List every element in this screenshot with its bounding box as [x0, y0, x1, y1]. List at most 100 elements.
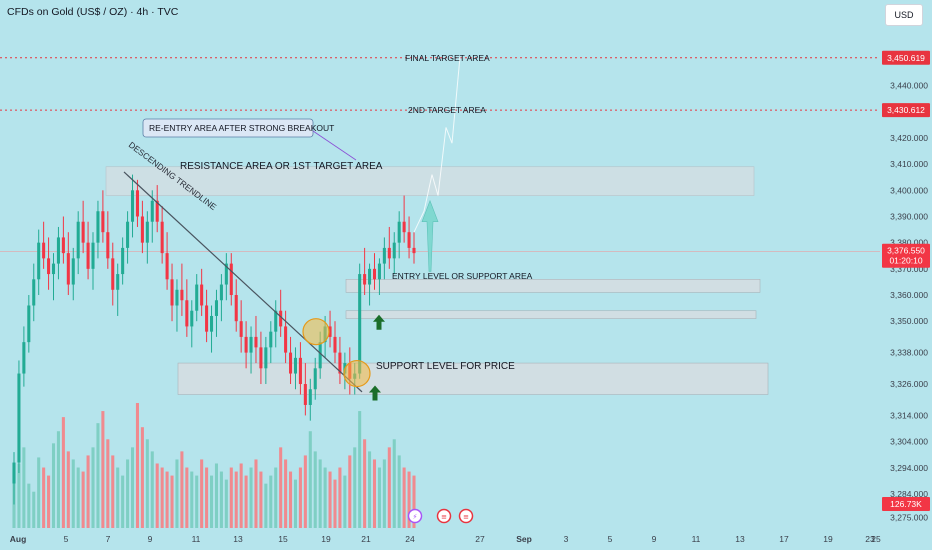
volume-bar: [244, 475, 248, 528]
candle-body: [76, 221, 80, 259]
candle-body: [160, 221, 164, 254]
x-tick-label: 19: [823, 534, 833, 544]
volume-bar: [303, 455, 307, 528]
volume-bar: [298, 467, 302, 528]
volume-bar: [170, 475, 174, 528]
x-tick-label: 3: [564, 534, 569, 544]
candle-body: [363, 274, 367, 285]
volume-bar: [116, 467, 120, 528]
candle-body: [22, 342, 26, 374]
forecast-path: [413, 56, 461, 233]
volume-bar: [185, 467, 189, 528]
candle-body: [249, 336, 253, 353]
y-tick-label: 3,390.000: [890, 211, 928, 221]
volume-bar: [17, 463, 21, 528]
y-tick-label: 3,380.000: [890, 238, 928, 248]
volume-bar: [22, 447, 26, 528]
candle-body: [224, 263, 228, 285]
volume-bar: [42, 467, 46, 528]
volume-bar: [150, 451, 154, 528]
candle-body: [185, 300, 189, 327]
candle-body: [116, 274, 120, 290]
candle-body: [96, 211, 100, 243]
candle-body: [333, 336, 337, 353]
x-tick-label: 23: [865, 534, 875, 544]
volume-bar: [338, 467, 342, 528]
candle-body: [66, 253, 70, 285]
candle-body: [140, 216, 144, 243]
y-tick-label: 3,275.000: [890, 513, 928, 523]
candle-body: [42, 242, 46, 259]
candle-body: [328, 326, 332, 337]
candle-body: [368, 268, 372, 285]
volume-bar: [254, 459, 258, 528]
volume-bar: [343, 475, 347, 528]
y-tick-label: 3,326.000: [890, 379, 928, 389]
volume-bar: [130, 447, 135, 528]
volume-bar: [195, 475, 199, 528]
candle-body: [279, 310, 283, 327]
x-tick-label: 9: [652, 534, 657, 544]
volume-bar: [313, 451, 317, 528]
volume-bar: [140, 427, 144, 528]
support-up-arrow-icon: [369, 385, 381, 401]
volume-bar: [160, 467, 164, 528]
x-tick-label: 11: [692, 534, 701, 544]
volume-bar: [358, 411, 362, 528]
x-tick-label: 19: [321, 534, 331, 544]
volume-bar: [81, 471, 85, 528]
entry-up-arrow-icon: [373, 314, 385, 330]
candle-body: [402, 221, 406, 233]
x-tick-label: 15: [278, 534, 288, 544]
volume-bar: [27, 483, 31, 528]
support-label: SUPPORT LEVEL FOR PRICE: [376, 361, 515, 372]
reentry-callout-box: [142, 118, 314, 138]
entry-label: ENTRY LEVEL OR SUPPORT AREA: [392, 271, 533, 281]
volume-bar: [190, 471, 194, 528]
final-target-label: FINAL TARGET AREA: [405, 53, 490, 63]
volume-bar: [382, 459, 386, 528]
x-tick-label: 13: [233, 534, 243, 544]
volume-bar: [37, 457, 41, 528]
volume-bar: [155, 463, 159, 528]
x-tick-label: 9: [148, 534, 153, 544]
candle-body: [170, 279, 174, 306]
volume-bar: [61, 417, 65, 528]
candle-body: [284, 326, 288, 353]
volume-bar: [284, 459, 288, 528]
entry-zone-lower: [345, 310, 757, 319]
volume-bar: [289, 471, 293, 528]
volume-bar: [279, 447, 283, 528]
candle-body: [86, 242, 90, 269]
x-tick-label: 7: [106, 534, 111, 544]
candle-body: [101, 211, 105, 233]
volume-bar: [363, 439, 367, 528]
y-tick-label: 3,400.000: [890, 185, 928, 195]
volume-bar: [407, 471, 411, 528]
y-tick-label: 3,350.000: [890, 316, 928, 326]
candle-body: [145, 221, 149, 243]
candle-body: [111, 258, 115, 290]
forecast-arrow-icon: [421, 199, 439, 272]
candle-body: [289, 352, 293, 374]
volume-bar: [308, 431, 312, 528]
candle-body: [51, 263, 56, 275]
volume-bar: [264, 483, 268, 528]
volume-bar: [210, 475, 214, 528]
volume-bar: [165, 471, 169, 528]
currency-button[interactable]: USD: [885, 4, 923, 26]
volume-bar: [239, 463, 243, 528]
x-tick-label: 25: [871, 534, 881, 544]
candle-body: [372, 268, 377, 280]
candle-body: [37, 242, 41, 280]
volume-bar: [111, 455, 115, 528]
y-tick-label: 3,314.000: [890, 410, 928, 420]
last-price-badge: 3,376.550: [887, 246, 925, 256]
volume-bar: [353, 447, 357, 528]
candle-body: [91, 242, 95, 269]
candle-body: [195, 284, 199, 311]
us-flag-event-icon-glyph: ≡: [441, 513, 447, 521]
candle-body: [338, 352, 342, 374]
candle-body: [308, 389, 312, 405]
